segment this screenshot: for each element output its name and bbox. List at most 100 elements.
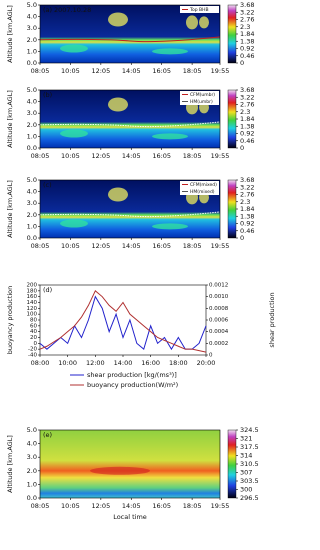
y-tick-label: 120 — [27, 306, 38, 312]
heatmap-feature — [108, 97, 128, 112]
legend-label: Top BHB — [189, 7, 209, 13]
heatmap-feature — [60, 129, 88, 138]
series-line — [39, 295, 207, 351]
colorbar-tick-label: 3.22 — [240, 93, 254, 101]
colorbar-tick-label: 3.22 — [240, 8, 254, 16]
y-tick-label: 80 — [30, 318, 37, 324]
legend-label: HM(mixed) — [190, 189, 215, 195]
colorbar-tick-label: 314 — [240, 452, 252, 460]
legend-box — [180, 181, 219, 188]
x-tick-label: 12:05 — [91, 502, 110, 510]
x-tick-label: 08:00 — [31, 359, 50, 367]
x-tick-label: 20:00 — [197, 359, 216, 367]
y2-axis-label: shear production — [268, 292, 276, 347]
y-tick-label: 1.0 — [27, 222, 37, 230]
colorbar-tick-label: 3.22 — [240, 183, 254, 191]
y-axis-label: Altitude [km,AGL] — [6, 5, 14, 63]
colorbar-tick-label: 1.38 — [240, 212, 254, 220]
y-tick-label: 5.0 — [27, 86, 37, 94]
legend-box — [180, 6, 219, 13]
x-tick-label: 16:05 — [152, 242, 171, 250]
y2-tick-label: 0.0002 — [209, 341, 228, 347]
y-tick-label: 4.0 — [27, 13, 37, 21]
legend-label: HM(umbr) — [190, 99, 213, 105]
colorbar-tick-label: 0.92 — [240, 130, 254, 138]
x-tick-label: 08:05 — [31, 67, 50, 75]
panel-label: (d) — [43, 286, 52, 294]
plot-frame — [39, 429, 221, 499]
heatmap-feature — [152, 48, 188, 55]
colorbar-tick-label: 2.76 — [240, 101, 254, 109]
plot-frame — [39, 284, 207, 356]
colorbar-tick-label: 296.5 — [240, 494, 259, 502]
y-tick-label: 140 — [27, 300, 38, 306]
legend-label: buoyancy production(W/m²) — [87, 381, 178, 389]
y-tick-label: 180 — [27, 288, 38, 294]
y-tick-label: 100 — [27, 312, 38, 318]
x-tick-label: 12:05 — [91, 152, 110, 160]
colorbar-tick-label: 2.76 — [240, 16, 254, 24]
series-line — [39, 290, 207, 353]
y-tick-label: 2.0 — [27, 467, 37, 475]
plot-frame — [39, 89, 221, 149]
colorbar-tick-label: 3.68 — [240, 176, 254, 184]
y-tick-label: 3.0 — [27, 24, 37, 32]
legend-box — [180, 98, 219, 105]
x-tick-label: 12:05 — [91, 67, 110, 75]
y-tick-label: 4.0 — [27, 98, 37, 106]
y-tick-label: 1.0 — [27, 47, 37, 55]
y2-tick-label: 0.0004 — [209, 329, 229, 335]
colorbar-tick-label: 1.38 — [240, 37, 254, 45]
boundary-line — [39, 211, 221, 218]
x-tick-label: 10:05 — [61, 152, 80, 160]
colorbar-tick-label: 321 — [240, 435, 252, 443]
heatmap-panel: 0.0 1.0 2.0 3.0 4.0 5.0 08:05 10:05 12:05 14:05 16… — [6, 426, 259, 521]
y-tick-label: -40 — [28, 353, 37, 359]
y-tick-label: 1.0 — [27, 480, 37, 488]
colorbar-tick-label: 300 — [240, 486, 252, 494]
x-tick-label: 08:05 — [31, 242, 50, 250]
y-tick-label: 3.0 — [27, 199, 37, 207]
y-tick-label: 60 — [30, 323, 37, 329]
x-tick-label: 18:00 — [169, 359, 188, 367]
colorbar-tick-label: 307 — [240, 469, 252, 477]
heatmap-feature — [152, 223, 188, 230]
annotation: 2007.10.28 — [54, 6, 91, 14]
x-tick-label: 10:05 — [61, 502, 80, 510]
x-tick-label: 10:05 — [61, 242, 80, 250]
y2-tick-label: 0 — [209, 353, 213, 359]
colorbar-tick-label: 0 — [240, 144, 244, 152]
y-tick-label: 200 — [27, 283, 38, 289]
y-tick-label: 160 — [27, 294, 38, 300]
y-tick-label: 40 — [30, 329, 37, 335]
colorbar-tick-label: 2.76 — [240, 191, 254, 199]
x-tick-label: 16:00 — [141, 359, 160, 367]
x-tick-label: 12:00 — [86, 359, 105, 367]
colorbar-tick-label: 1.84 — [240, 30, 254, 38]
x-tick-label: 19:55 — [211, 67, 230, 75]
y2-tick-label: 0.0010 — [209, 294, 229, 300]
heatmap-feature — [60, 219, 88, 228]
colorbar — [227, 429, 237, 499]
panel-label: (a) — [43, 6, 52, 14]
x-tick-label: 14:00 — [114, 359, 133, 367]
colorbar-tick-label: 310.5 — [240, 460, 259, 468]
y-tick-label: 5.0 — [27, 426, 37, 434]
figure: 0.0 1.0 2.0 3.0 4.0 5.0 08:05 10:05 12:05 14:05 16… — [6, 1, 276, 521]
heatmap-feature — [199, 16, 209, 29]
x-tick-label: 12:05 — [91, 242, 110, 250]
x-tick-label: 16:05 — [152, 67, 171, 75]
colorbar-tick-label: 303.5 — [240, 477, 259, 485]
heatmap-feature — [108, 12, 128, 27]
heatmap-feature — [152, 133, 188, 140]
heatmap-feature — [186, 15, 198, 30]
y-axis-label: Altitude [km,AGL] — [6, 180, 14, 238]
heatmap-panel: 0.0 1.0 2.0 3.0 4.0 5.0 08:05 10:05 12:05 14:05 16… — [6, 86, 254, 160]
y-tick-label: 20 — [30, 335, 37, 341]
colorbar-tick-label: 2.3 — [240, 23, 250, 31]
colorbar — [227, 179, 237, 239]
x-axis-label: Local time — [113, 513, 147, 521]
colorbar-tick-label: 2.3 — [240, 108, 250, 116]
x-tick-label: 14:05 — [122, 502, 141, 510]
heatmap-image — [40, 5, 220, 63]
